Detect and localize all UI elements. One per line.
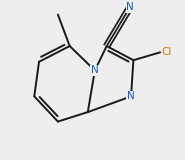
Text: N: N bbox=[127, 91, 135, 101]
Text: Cl: Cl bbox=[162, 47, 172, 57]
Text: N: N bbox=[126, 2, 134, 12]
Text: N: N bbox=[91, 65, 99, 75]
